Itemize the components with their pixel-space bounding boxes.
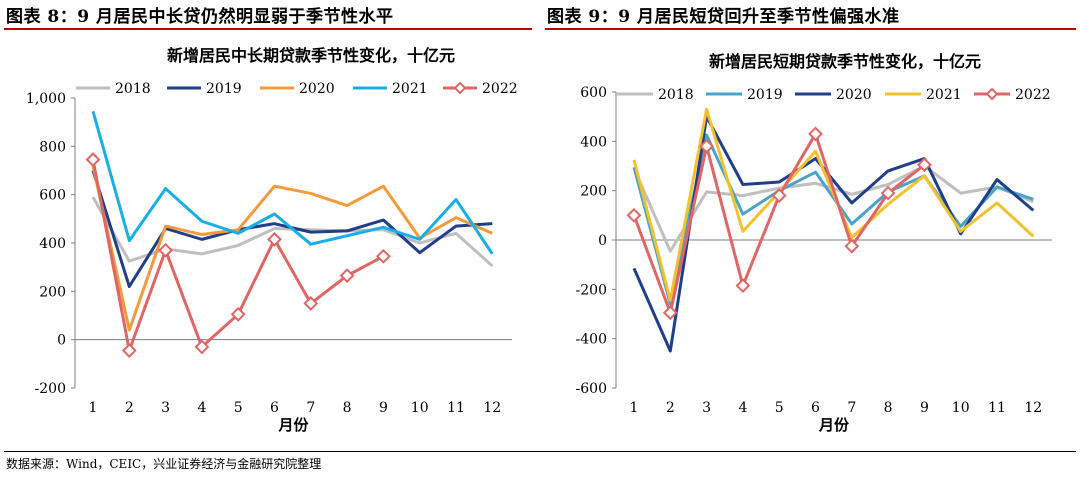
legend-label-2021: 2021 [926,87,962,103]
x-tick-label: 12 [483,400,501,416]
legend-label-2021: 2021 [392,81,428,97]
x-tick-label: 5 [234,400,243,416]
legend-label-2018: 2018 [658,87,694,103]
figure-9-title-rule [545,28,1076,30]
x-tick-label: 11 [447,400,465,416]
y-tick-label: 200 [580,184,607,200]
x-tick-label: 7 [847,400,856,416]
x-tick-label: 4 [738,400,747,416]
chart-2: 新增居民短期贷款季节性变化，十亿元 -600 -400 -200 0 200 400 600 1… [576,52,1052,434]
data-point-2022 [662,305,678,321]
source-note: 数据来源：Wind，CEIC，兴业证券经济与金融研究院整理 [6,457,322,471]
legend-label-2019: 2019 [747,87,783,103]
x-tick-label: 2 [666,400,675,416]
data-point-2022 [85,152,101,168]
y-tick-label: 0 [598,233,607,249]
x-tick-label: 11 [988,400,1006,416]
x-tick-label: 7 [306,400,315,416]
y-tick-label: 800 [39,139,66,155]
y-tick-label: 200 [39,284,66,300]
data-point-2022 [880,185,896,201]
chart-title: 新增居民中长期贷款季节性变化，十亿元 [167,46,455,65]
y-tick-label: -400 [576,332,607,348]
series-line-2022 [632,132,926,315]
legend-label-2018: 2018 [115,81,151,97]
x-tick-label: 10 [411,400,429,416]
x-tick-label: 5 [775,400,784,416]
data-point-2022 [699,138,715,154]
x-tick-label: 8 [884,400,893,416]
data-point-2022 [771,188,787,204]
y-tick-label: -600 [576,381,607,397]
data-point-2022 [267,231,282,247]
legend-marker-2022 [985,87,999,101]
chart-1: 新增居民中长期贷款季节性变化，十亿元 -200 0 200 400 600 800 1,000… [26,46,518,434]
data-point-2022 [808,126,823,142]
x-tick-label: 3 [702,400,711,416]
data-point-2022 [735,278,751,294]
legend-label-2020: 2020 [299,81,335,97]
legend-label-2022: 2022 [1015,87,1051,103]
data-point-2022 [626,207,642,223]
x-axis-label: 月份 [277,416,309,434]
data-point-2022 [158,242,174,258]
y-tick-label: 600 [580,85,607,101]
x-tick-label: 9 [379,400,388,416]
y-tick-label: 400 [580,134,607,150]
chart-title: 新增居民短期贷款季节性变化，十亿元 [709,52,981,71]
x-tick-label: 2 [125,400,134,416]
y-tick-label: 600 [39,188,66,204]
data-point-2022 [121,343,137,358]
figure-8-label: 图表 8：9 月居民中长贷仍然明显弱于季节性水平 [6,7,394,27]
data-point-2022 [230,306,246,322]
data-point-2022 [375,248,391,264]
x-tick-label: 3 [161,400,170,416]
x-tick-label: 1 [89,400,98,416]
y-tick-label: 400 [39,236,66,252]
y-tick-label: -200 [35,381,66,397]
x-tick-label: 8 [343,400,352,416]
series-line-2021 [91,110,494,255]
y-tick-label: 0 [57,333,66,349]
legend-label-2019: 2019 [206,81,242,97]
legend-marker-2022 [453,81,467,95]
data-point-2022 [303,296,319,311]
figure-8-title-rule [4,28,532,30]
y-tick-label: 1,000 [26,91,66,107]
x-tick-label: 6 [811,400,820,416]
data-point-2022 [194,339,210,355]
figure-9-label: 图表 9：9 月居民短贷回升至季节性偏强水准 [547,7,900,27]
x-tick-label: 1 [630,400,639,416]
x-axis-label: 月份 [818,416,850,434]
series-line-2022 [91,159,385,353]
y-tick-label: -200 [576,282,607,298]
series-line-2020 [632,115,1035,353]
x-tick-label: 9 [920,400,929,416]
data-point-2022 [916,157,932,173]
x-tick-label: 4 [197,400,206,416]
x-tick-label: 12 [1024,400,1042,416]
data-point-2022 [339,268,355,284]
legend-label-2022: 2022 [482,81,518,97]
legend-label-2020: 2020 [836,87,872,103]
source-rule [4,451,1076,452]
x-tick-label: 10 [952,400,970,416]
x-tick-label: 6 [270,400,279,416]
data-point-2022 [844,238,860,254]
